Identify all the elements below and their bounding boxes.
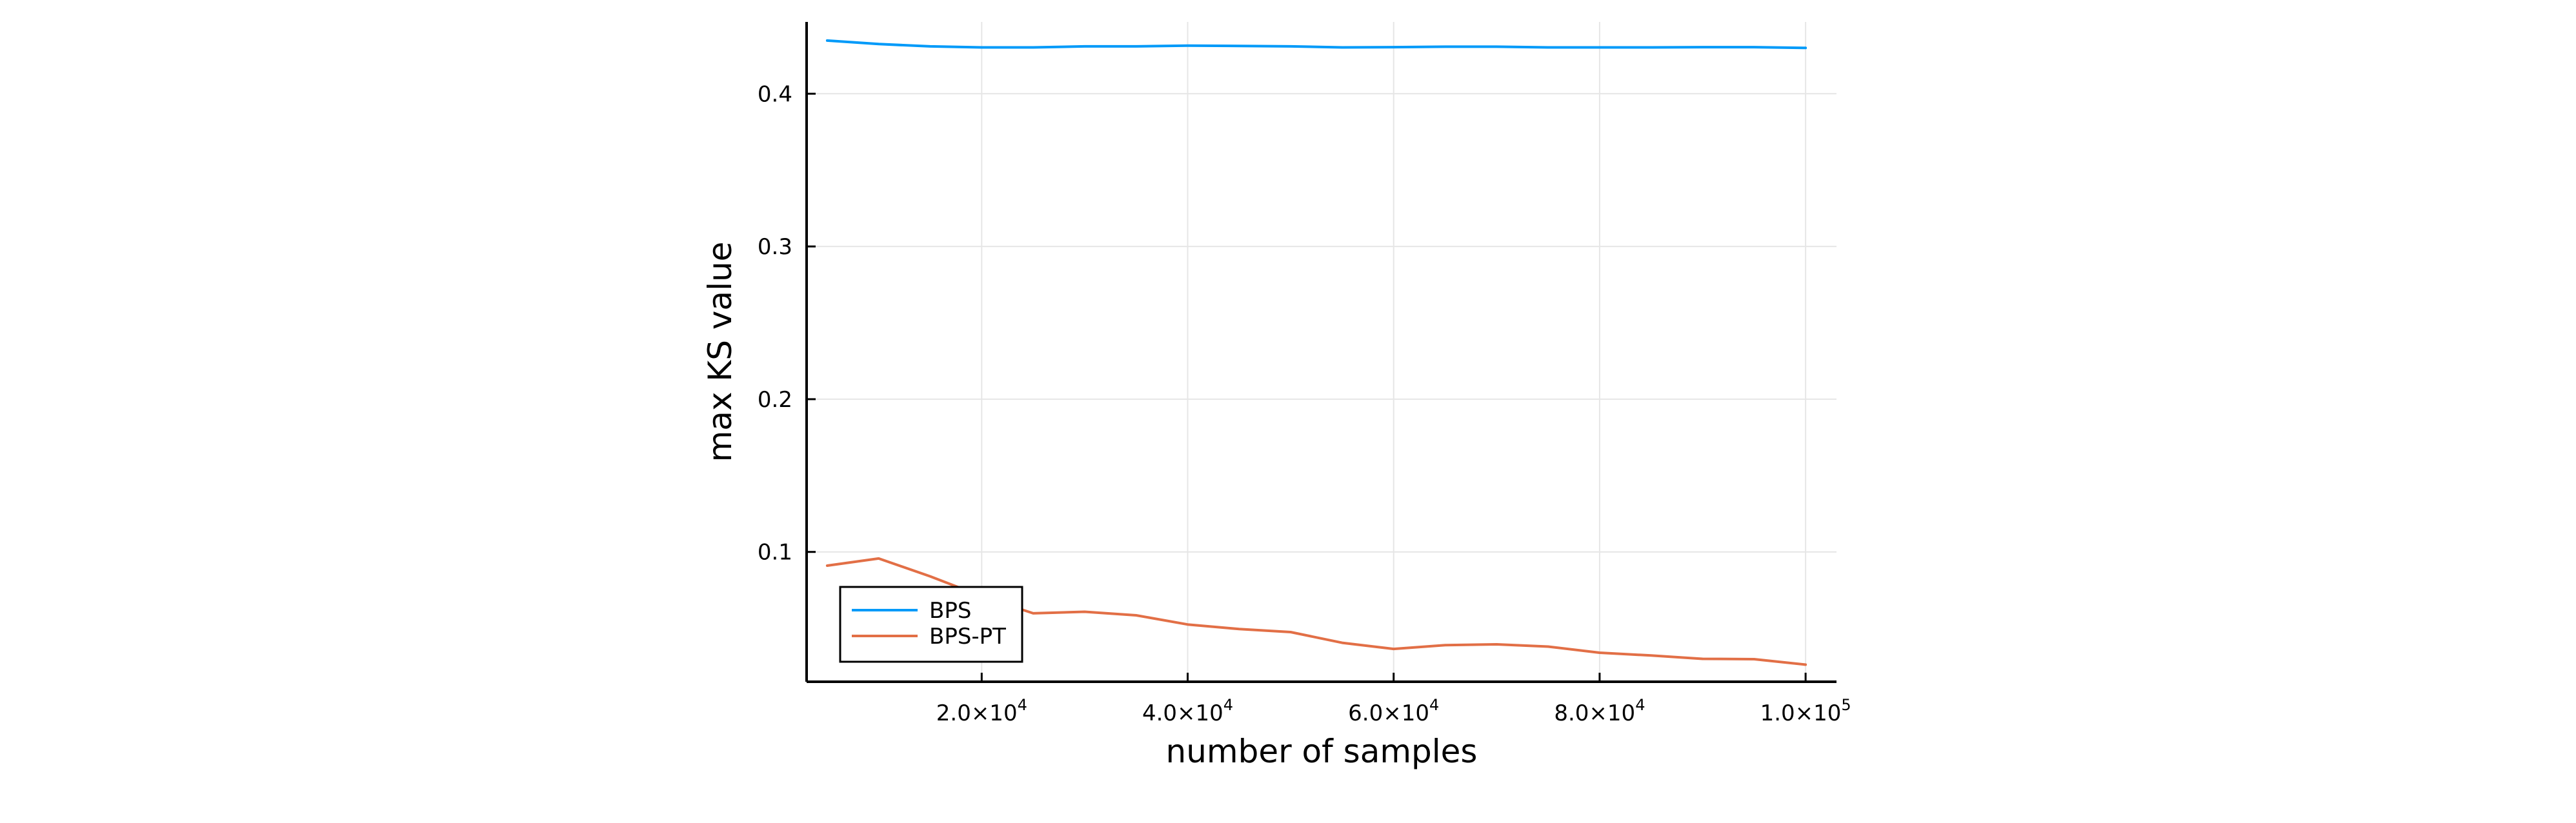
x-tick-mantissa: 6.0×10 xyxy=(1348,700,1429,726)
legend-box xyxy=(839,586,1023,663)
y-tick-label: 0.3 xyxy=(758,234,792,260)
tick-labels: 0.10.20.30.42.0×104 4.0×104 6.0×104 8.0×104… xyxy=(758,81,1851,726)
legend-entry: BPS xyxy=(929,598,971,624)
x-tick-mantissa: 4.0×10 xyxy=(1142,700,1223,726)
y-axis-label: max KS value xyxy=(701,242,739,462)
x-tick-exponent: 4 xyxy=(1223,696,1233,714)
x-tick-label: 2.0×104 xyxy=(936,696,1027,726)
x-tick-label: 8.0×104 xyxy=(1554,696,1645,726)
x-tick-label: 4.0×104 xyxy=(1142,696,1233,726)
x-tick-exponent: 4 xyxy=(1635,696,1645,714)
x-tick-label: 6.0×104 xyxy=(1348,696,1439,726)
x-tick-exponent: 4 xyxy=(1018,696,1027,714)
series-line-bps xyxy=(825,39,1807,50)
x-tick-exponent: 5 xyxy=(1841,696,1851,714)
series-lines xyxy=(825,39,1807,666)
x-tick-mantissa: 1.0×10 xyxy=(1760,700,1842,726)
x-tick-label: 1.0×105 xyxy=(1760,696,1851,726)
x-tick-exponent: 4 xyxy=(1429,696,1439,714)
x-tick-mantissa: 2.0×10 xyxy=(936,700,1018,726)
axes xyxy=(805,22,1836,683)
legend-entry: BPS-PT xyxy=(929,624,1006,649)
grid xyxy=(807,22,1836,682)
y-tick-label: 0.2 xyxy=(758,387,792,413)
x-axis-label: number of samples xyxy=(1166,733,1478,770)
y-tick-label: 0.4 xyxy=(758,81,792,107)
y-tick-label: 0.1 xyxy=(758,540,792,566)
x-tick-mantissa: 8.0×10 xyxy=(1554,700,1635,726)
